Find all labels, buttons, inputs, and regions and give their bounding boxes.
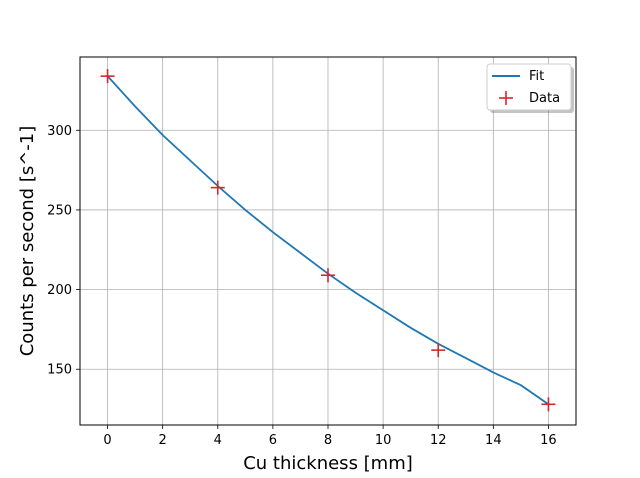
y-tick-label: 300	[47, 124, 72, 139]
y-tick-label: 150	[47, 363, 72, 378]
x-tick-label: 4	[214, 433, 222, 448]
plot-area	[100, 69, 556, 412]
y-axis: 150 200 250 300	[47, 124, 80, 378]
legend-fit-label: Fit	[529, 69, 544, 84]
data-point	[431, 343, 446, 358]
data-point	[210, 180, 225, 195]
x-tick-label: 12	[430, 433, 447, 448]
x-tick-label: 16	[540, 433, 557, 448]
x-axis: 0 2 4 6 8 10 12 14 16	[103, 425, 557, 448]
legend: Fit Data	[486, 63, 574, 113]
x-tick-label: 14	[485, 433, 502, 448]
legend-data-swatch	[499, 91, 513, 105]
legend-data-label: Data	[529, 91, 560, 106]
x-axis-label: Cu thickness [mm]	[243, 453, 413, 474]
y-tick-label: 200	[47, 283, 72, 298]
y-tick-label: 250	[47, 203, 72, 218]
data-point	[541, 397, 556, 412]
x-tick-label: 10	[375, 433, 392, 448]
x-tick-label: 6	[269, 433, 277, 448]
grid	[80, 57, 576, 425]
x-tick-label: 0	[103, 433, 111, 448]
data-point	[100, 69, 115, 84]
y-axis-label: Counts per second [s^-1]	[17, 126, 38, 357]
x-tick-label: 2	[159, 433, 167, 448]
x-tick-label: 8	[324, 433, 332, 448]
data-point	[321, 268, 335, 283]
